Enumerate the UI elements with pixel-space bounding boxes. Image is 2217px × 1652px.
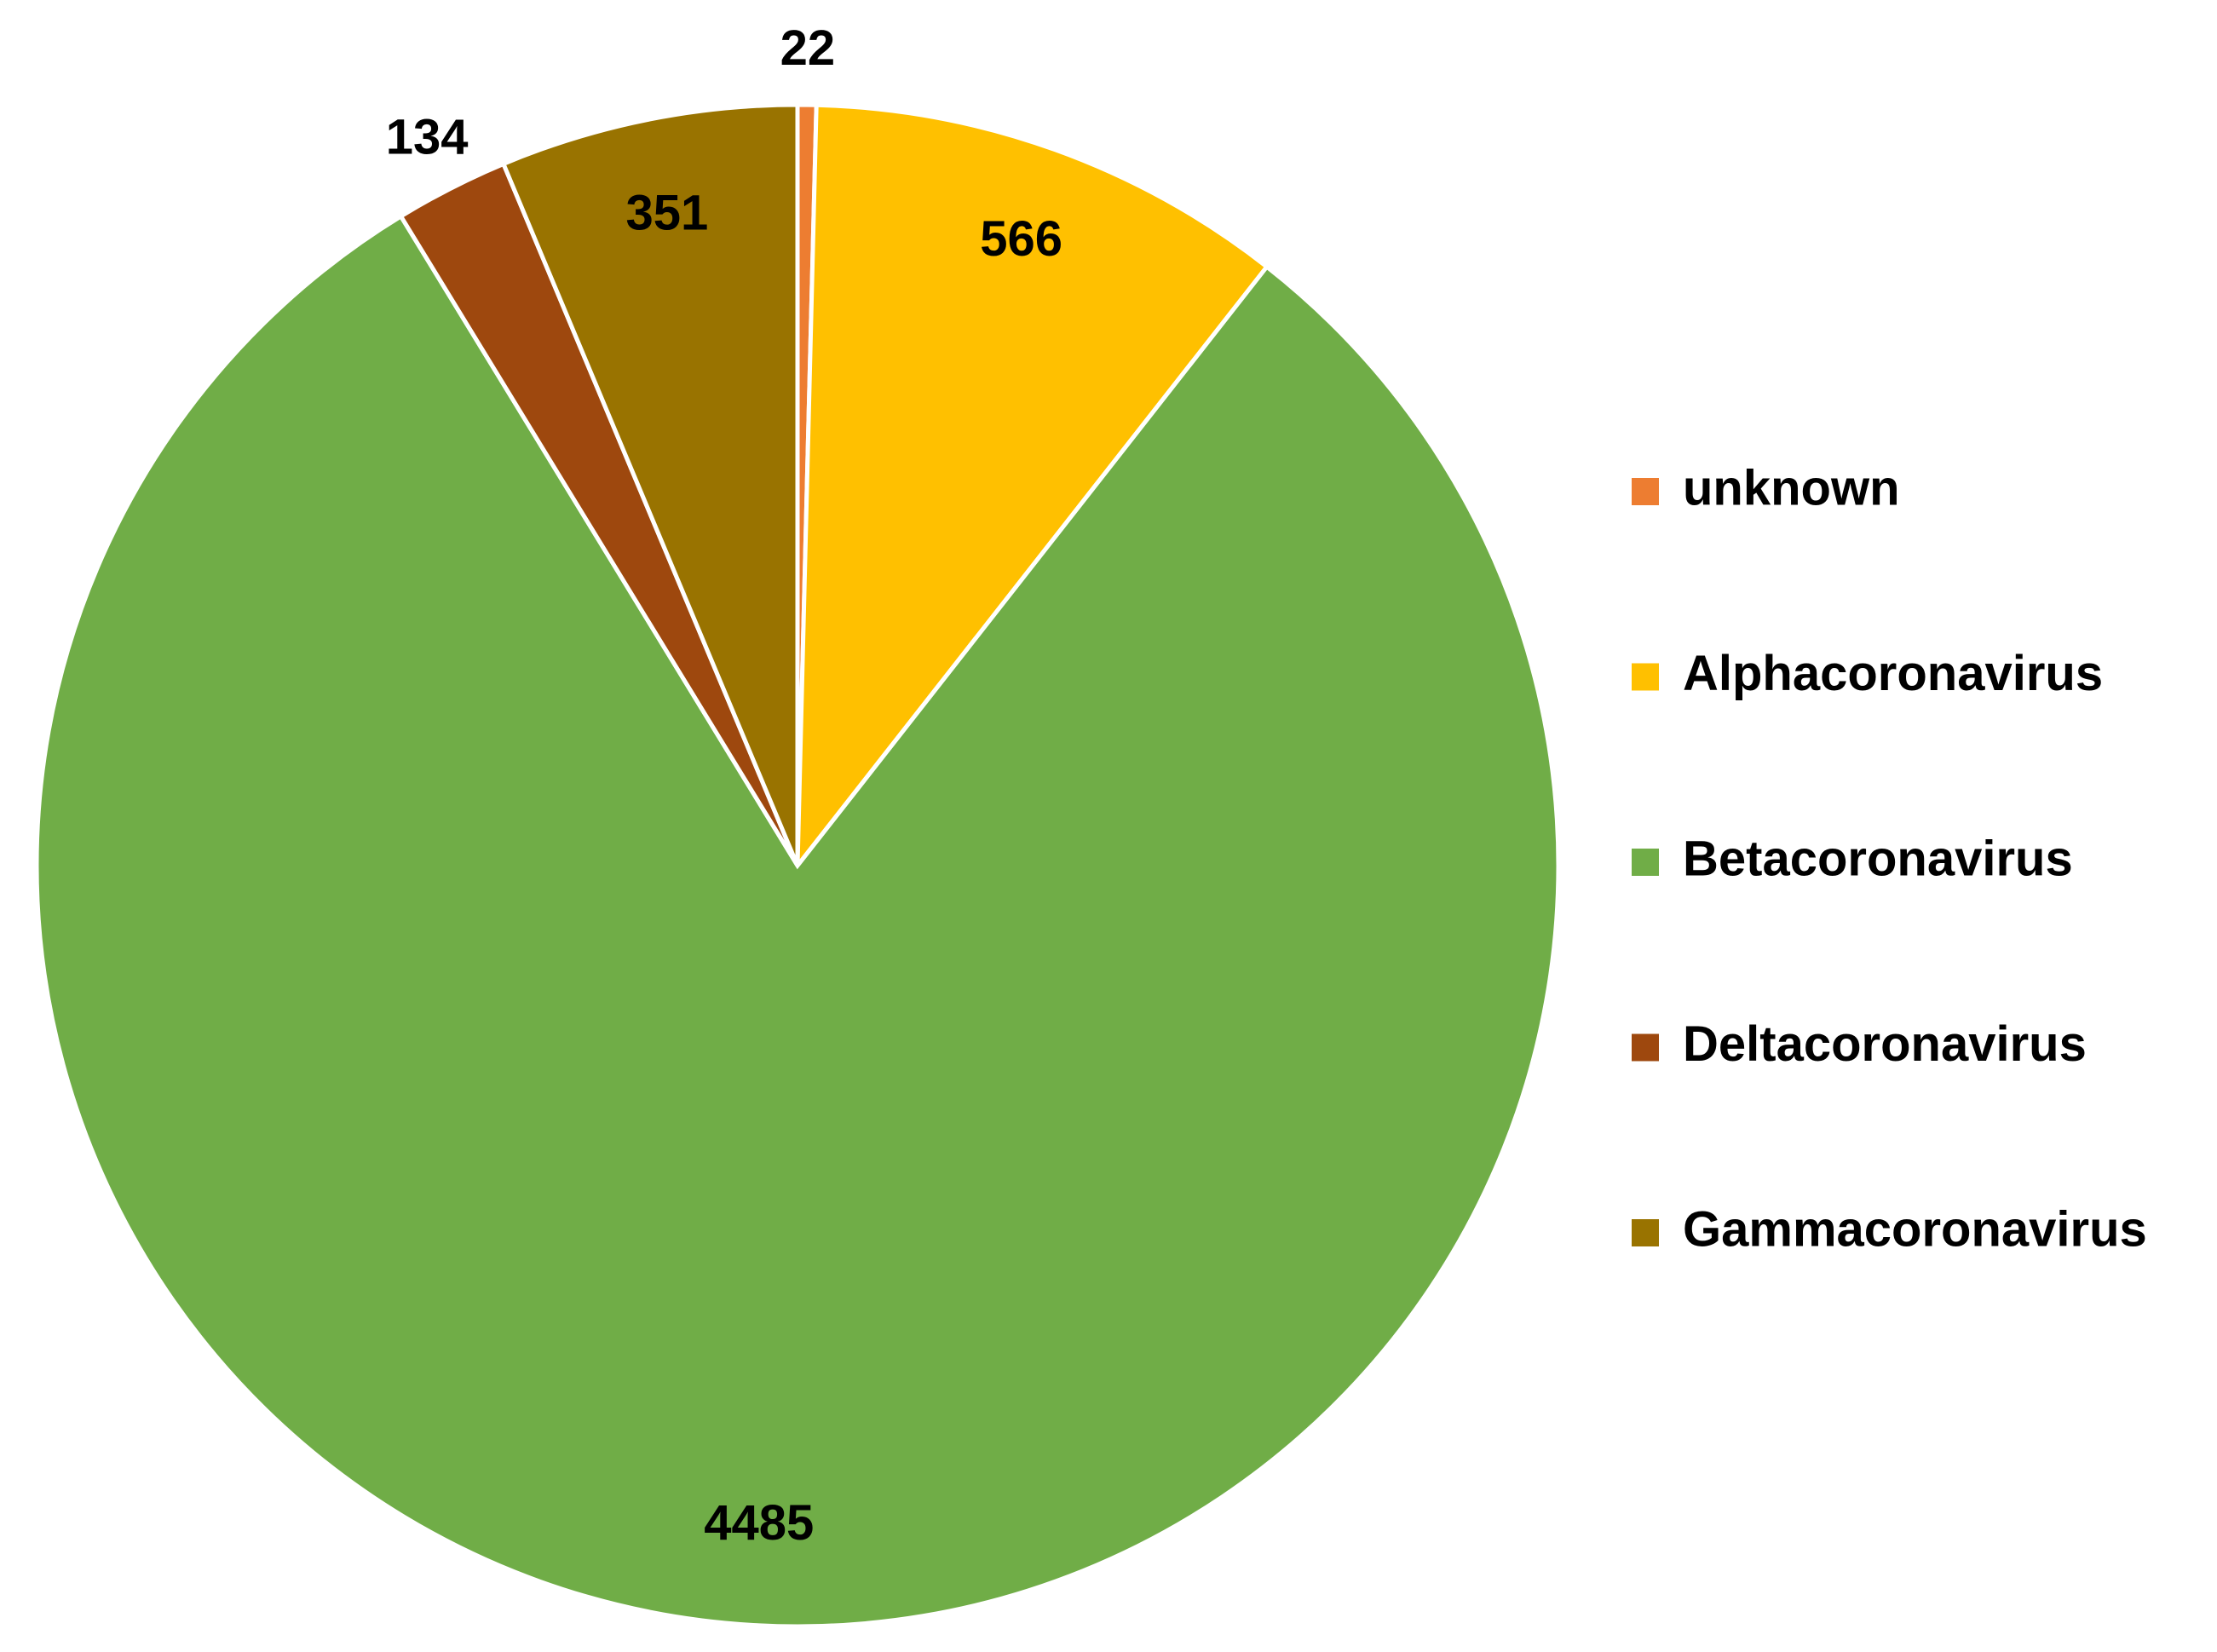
data-label: 351 bbox=[625, 186, 708, 241]
data-label: 566 bbox=[980, 211, 1062, 267]
pie-slice bbox=[500, 102, 800, 866]
legend-swatch bbox=[1632, 663, 1659, 691]
legend-swatch bbox=[1632, 1033, 1659, 1062]
legend-swatch bbox=[1632, 849, 1659, 876]
legend-label: unknown bbox=[1683, 460, 1900, 515]
data-label: 22 bbox=[780, 20, 836, 76]
data-label: 134 bbox=[386, 110, 469, 165]
pie-slice bbox=[795, 102, 1270, 872]
pie-slice bbox=[34, 213, 1561, 1629]
legend-label: Betacoronavirus bbox=[1683, 831, 2073, 886]
legend-swatch bbox=[1632, 1219, 1659, 1246]
legend-label: Alphacoronavirus bbox=[1683, 646, 2103, 701]
legend-swatch bbox=[1632, 478, 1659, 505]
legend-label: Gammacoronavirus bbox=[1683, 1201, 2147, 1257]
data-label: 4485 bbox=[704, 1495, 814, 1551]
legend-label: Deltacoronavirus bbox=[1683, 1016, 2087, 1072]
